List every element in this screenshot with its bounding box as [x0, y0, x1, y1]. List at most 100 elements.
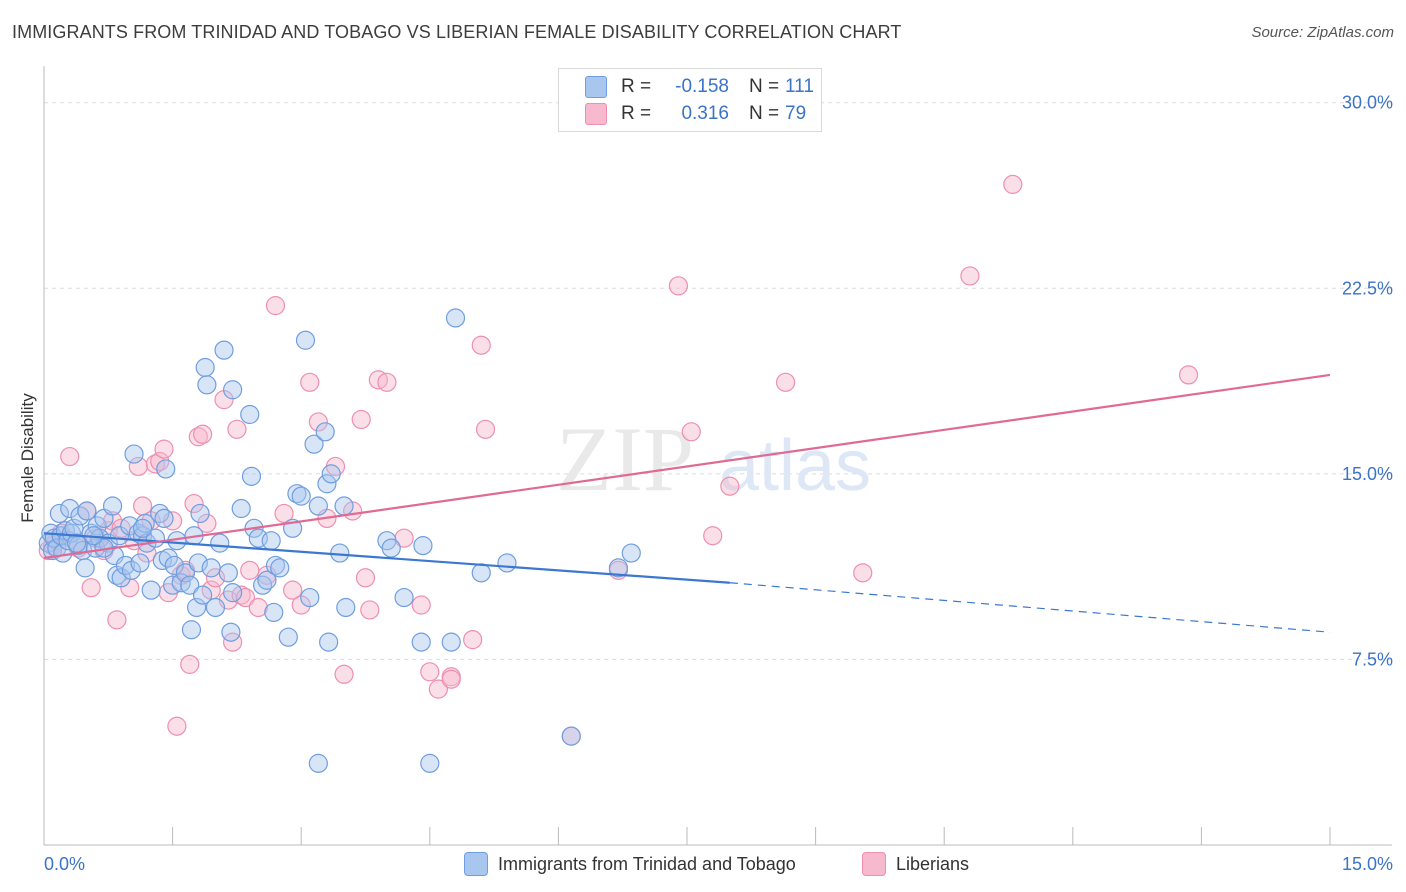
trinidad-point	[308, 496, 328, 516]
trinidad-point	[66, 533, 87, 553]
trinidad-point	[102, 496, 123, 516]
bottom-legend-trinidad: Immigrants from Trinidad and Tobago	[464, 852, 796, 876]
legend-r-value: -0.158	[675, 76, 729, 97]
liberians-point	[668, 276, 689, 296]
legend-r-label: R =	[621, 76, 652, 97]
legend-swatch-liberians	[585, 103, 607, 125]
legend-r-value: 0.316	[681, 103, 729, 124]
liberians-point	[180, 654, 200, 674]
trinidad-point	[195, 357, 215, 378]
liberians-point	[300, 372, 320, 392]
liberians-point	[283, 580, 303, 600]
liberians-point	[308, 412, 328, 432]
trinidad-point	[190, 503, 210, 524]
trinidad-point	[156, 459, 176, 479]
trinidad-point	[231, 498, 251, 519]
liberians-point	[1178, 365, 1199, 385]
trinidad-point	[49, 503, 70, 524]
x-tick-label: 0.0%	[44, 854, 85, 874]
trinidad-point	[621, 543, 641, 563]
legend-n-value: 111	[785, 76, 814, 97]
trinidad-point	[201, 558, 221, 578]
stats-legend: R = -0.158 N = 111 R = 0.316 N = 79	[558, 68, 822, 132]
grid	[44, 102, 1392, 660]
axes	[43, 66, 1392, 846]
series-trinidad-points	[38, 308, 641, 773]
trinidad-point	[124, 444, 144, 464]
trinidad-point	[334, 496, 354, 516]
liberians-point	[428, 679, 448, 699]
trinidad-point	[261, 531, 281, 551]
legend-row-trinidad: R = -0.158 N = 111	[585, 75, 814, 99]
trinidad-trend-extension	[729, 582, 1331, 633]
legend-r-label: R =	[621, 103, 652, 124]
trinidad-point	[187, 597, 207, 618]
trinidad-point	[130, 553, 150, 573]
chart-title: IMMIGRANTS FROM TRINIDAD AND TOBAGO VS L…	[12, 22, 902, 42]
liberians-point	[463, 630, 483, 650]
trinidad-point	[381, 538, 401, 558]
trinidad-point	[321, 464, 341, 484]
trinidad-point	[471, 563, 491, 583]
trinidad-point	[135, 513, 155, 533]
trinidad-point	[188, 553, 208, 573]
liberians-point	[720, 476, 740, 496]
bottom-legend-swatch-liberians	[862, 852, 886, 876]
liberians-point	[471, 335, 491, 355]
trinidad-point	[291, 486, 311, 506]
liberians-point	[334, 664, 354, 684]
liberians-point	[235, 587, 256, 608]
trinidad-point	[295, 330, 316, 350]
liberians-point	[411, 595, 431, 615]
bottom-legend-swatch-trinidad	[464, 852, 488, 876]
liberians-point	[681, 422, 701, 442]
watermark: ZIP atlas	[556, 408, 871, 510]
trinidad-point	[317, 474, 337, 494]
trinidad-point	[205, 597, 226, 618]
liberians-point	[248, 597, 268, 618]
trinidad-point	[445, 308, 466, 328]
x-tick-label: 15.0%	[1342, 854, 1393, 874]
bottom-legend-label-trinidad: Immigrants from Trinidad and Tobago	[498, 853, 796, 874]
trinidad-point	[109, 526, 130, 546]
trinidad-point	[164, 555, 184, 576]
trinidad-point	[210, 533, 230, 553]
legend-swatch-trinidad	[585, 76, 607, 98]
trinidad-point	[319, 632, 339, 652]
liberians-point	[355, 568, 376, 588]
liberians-point	[193, 424, 213, 444]
liberians-point	[223, 632, 243, 652]
trinidad-point	[411, 632, 431, 652]
trinidad-point	[304, 434, 324, 454]
bottom-legend-label-liberians: Liberians	[896, 853, 970, 874]
watermark-zip: ZIP	[556, 408, 694, 510]
bottom-legend-liberians: Liberians	[862, 852, 969, 876]
trinidad-point	[278, 627, 298, 647]
trinidad-point	[221, 622, 241, 642]
liberians-point	[441, 669, 461, 689]
liberians-point	[167, 716, 187, 736]
trinidad-point	[413, 536, 433, 556]
trinidad-point	[218, 563, 238, 583]
trinidad-point	[223, 583, 243, 603]
trinidad-point	[394, 587, 414, 608]
trinidad-point	[270, 558, 290, 578]
trinidad-point	[141, 580, 161, 600]
trinidad-point	[241, 466, 262, 486]
liberians-point	[240, 560, 260, 580]
tick-labels: 7.5% 15.0% 22.5% 30.0% 0.0% 15.0%	[44, 93, 1393, 874]
liberians-point	[1003, 174, 1023, 194]
liberians-point	[60, 446, 80, 467]
trinidad-point	[77, 501, 97, 521]
trinidad-point	[214, 340, 234, 360]
liberians-point	[853, 563, 873, 583]
liberians-point	[475, 419, 496, 439]
liberians-point	[107, 610, 127, 630]
source-label: Source: ZipAtlas.com	[1251, 24, 1394, 41]
legend-n-label: N =	[749, 103, 780, 124]
trinidad-point	[561, 726, 581, 746]
trinidad-point	[308, 753, 328, 773]
y-tick-label: 30.0%	[1342, 93, 1393, 113]
liberians-trend-line	[43, 373, 1331, 560]
